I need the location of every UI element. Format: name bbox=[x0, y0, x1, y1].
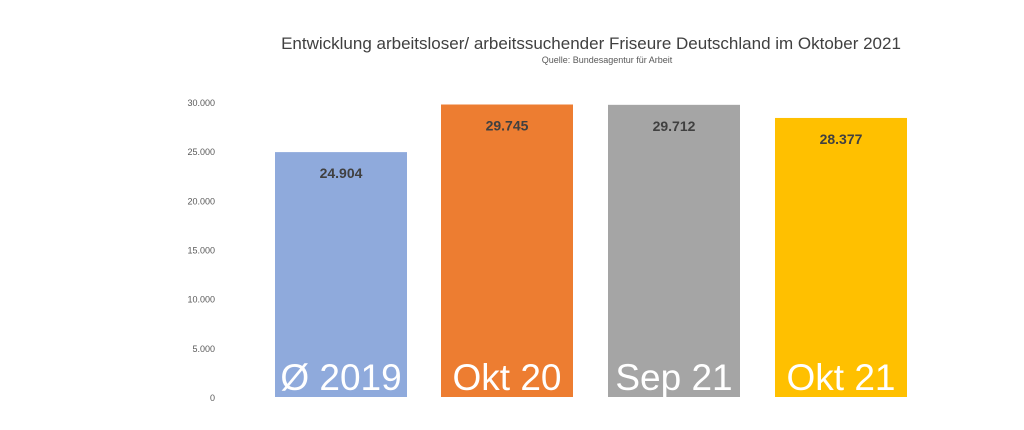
chart-title: Entwicklung arbeitsloser/ arbeitssuchend… bbox=[281, 34, 901, 53]
y-tick-label: 25.000 bbox=[187, 147, 215, 157]
y-tick-label: 5.000 bbox=[192, 344, 215, 354]
y-tick-label: 10.000 bbox=[187, 295, 215, 305]
data-label: 29.745 bbox=[486, 118, 529, 134]
category-label: Ø 2019 bbox=[280, 357, 401, 398]
bar bbox=[441, 104, 573, 397]
y-tick-label: 30.000 bbox=[187, 98, 215, 108]
bar bbox=[275, 152, 407, 397]
y-tick-label: 15.000 bbox=[187, 246, 215, 256]
category-label: Okt 20 bbox=[453, 357, 562, 398]
chart-subtitle: Quelle: Bundesagentur für Arbeit bbox=[541, 55, 673, 65]
y-tick-label: 20.000 bbox=[187, 196, 215, 206]
bar bbox=[608, 104, 740, 397]
category-label: Okt 21 bbox=[787, 357, 896, 398]
data-label: 29.712 bbox=[653, 118, 696, 134]
bar bbox=[775, 117, 907, 397]
category-label: Sep 21 bbox=[615, 357, 732, 398]
data-label: 24.904 bbox=[320, 165, 363, 181]
data-label: 28.377 bbox=[820, 131, 863, 147]
y-tick-label: 0 bbox=[210, 393, 215, 403]
